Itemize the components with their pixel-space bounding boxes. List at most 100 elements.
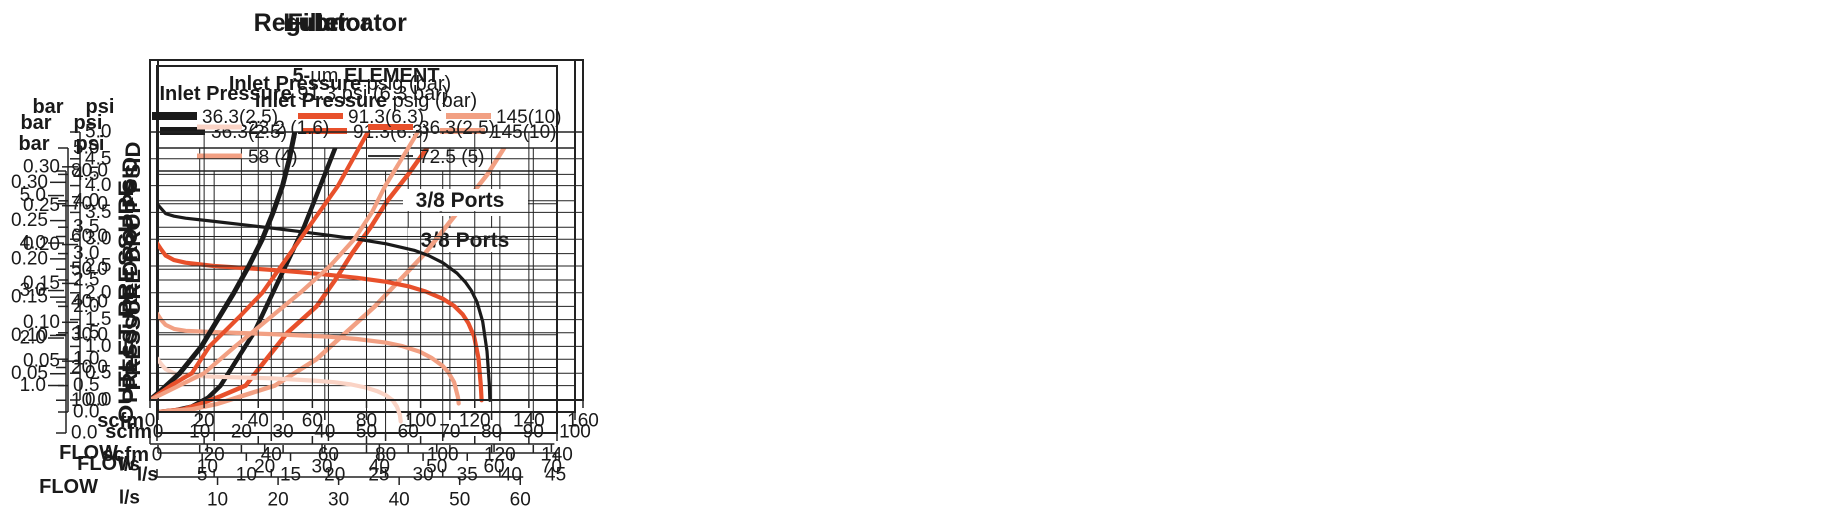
series-group: [157, 202, 492, 424]
regulator-chart: Regulator 3/8 Ports Inlet Pressure 91.3 ps…: [18, 9, 573, 511]
bar-tick-label: 1.0: [20, 375, 46, 396]
ls-tick-label: 10: [236, 465, 257, 486]
legend-entry-label: 36.3(2.5): [419, 118, 495, 139]
psi-tick-label: 0.5: [85, 363, 111, 384]
bar-tick-label: 0.20: [23, 234, 60, 255]
psi-tick-label: 4.0: [85, 175, 111, 196]
scfm-tick-label: 100: [427, 445, 459, 466]
ls-tick-label: 15: [280, 465, 301, 486]
ls-tick-label: 20: [324, 465, 345, 486]
series-curve-1: [150, 132, 370, 400]
legend-entry-label: 36.3(2.5): [202, 107, 278, 128]
ls-tick-label: 40: [369, 457, 390, 478]
scfm-tick-label: 40: [248, 411, 269, 432]
series-curve-3: [157, 356, 403, 424]
legend-entry-label: 145(10): [496, 107, 562, 128]
y-axis-title: PRESSURE DROP PSID: [122, 142, 145, 391]
ls-tick-label: 35: [457, 465, 478, 486]
ls-tick-label: 10: [197, 457, 218, 478]
ls-tick-label: 50: [426, 457, 447, 478]
legend-entry-label: 72.5 (5): [419, 147, 484, 168]
psi-tick-label: 3.5: [85, 202, 111, 223]
chart-title: Filter: [287, 9, 348, 37]
plot-outer-box: [156, 65, 558, 434]
psi-tick-label: 2.0: [85, 282, 111, 303]
bar-tick-label: 4.0: [20, 233, 46, 254]
scfm-tick-label: 120: [459, 411, 491, 432]
lubricator-chart-panel: Lubricator 3/8 Ports Inlet Pressure psig (…: [0, 0, 615, 521]
bar-unit-label: bar: [32, 96, 63, 118]
regulator-chart-panel: Regulator 3/8 Ports Inlet Pressure 91.3 ps…: [0, 0, 615, 521]
scfm-tick-label: 60: [302, 411, 323, 432]
bar-tick-label: 0.25: [11, 210, 48, 231]
bar-tick-label: 5.0: [20, 185, 46, 206]
scfm-tick-label: 40: [261, 445, 282, 466]
scfm-tick-label: 140: [513, 411, 545, 432]
grid: [157, 171, 557, 433]
psi-tick-label: 3.0: [85, 229, 111, 250]
bar-tick-label: 0.05: [11, 363, 48, 384]
psi-unit-label: psi: [74, 112, 103, 134]
ls-tick-label: 60: [510, 490, 531, 511]
chart-title: Lubricator: [283, 9, 407, 37]
scfm-tick-label: 80: [356, 411, 377, 432]
legend: Inlet Pressure psig (bar)36.3(2.5) 91.3(6…: [152, 73, 562, 128]
ls-tick-label: 30: [311, 457, 332, 478]
ls-tick-label: 30: [413, 465, 434, 486]
bar-tick-label: 0.15: [11, 287, 48, 308]
grid: [150, 132, 583, 400]
psi-tick-label: 2.5: [85, 256, 111, 277]
ls-tick-label: 70: [541, 457, 562, 478]
psi-tick-label: 5.0: [85, 122, 111, 143]
scfm-tick-label: 0: [152, 445, 163, 466]
bar-tick-label: 0.05: [23, 351, 60, 372]
y-axis-title: OUTLET PRESSURE: [115, 180, 138, 424]
legend-title-line: Inlet Pressure psig (bar): [255, 90, 477, 112]
bar-tick-label: 2.0: [20, 328, 46, 349]
legend: Inlet Pressure 91.3 psi (6.3 bar) 23.2 (1…: [159, 83, 495, 168]
ls-tick-label: 30: [328, 490, 349, 511]
psi-unit-label: psi: [76, 133, 105, 155]
scfm-unit-label: scfm: [102, 444, 149, 466]
psi-tick-label: 1.0: [85, 336, 111, 357]
ls-tick-label: 45: [545, 465, 566, 486]
lubricator-chart: Lubricator 3/8 Ports Inlet Pressure psig (…: [23, 9, 599, 478]
ls-tick-label: 40: [501, 465, 522, 486]
ls-tick-label: 20: [268, 490, 289, 511]
psi-tick-label: 1.5: [85, 309, 111, 330]
bar-tick-label: 0.30: [11, 172, 48, 193]
bar-tick-label: 3.0: [20, 280, 46, 301]
series-curve-0: [150, 132, 298, 400]
bar-unit-label: bar: [18, 133, 49, 155]
ports-annotation-box: [403, 189, 517, 211]
psi-tick-label: 4.5: [85, 148, 111, 169]
scfm-tick-label: 100: [405, 411, 437, 432]
ls-tick-label: 40: [389, 490, 410, 511]
ls-tick-label: 5: [197, 465, 208, 486]
psi-tick-label: 0.0: [85, 390, 111, 411]
legend-entry-label: 91.3(6.3): [348, 107, 424, 128]
ls-tick-label: 50: [449, 490, 470, 511]
bar-tick-label: 0.15: [23, 273, 60, 294]
flow-axis-label: FLOW: [39, 476, 98, 498]
scfm-tick-label: 160: [567, 411, 599, 432]
ls-tick-label: 60: [483, 457, 504, 478]
scfm-tick-label: 80: [375, 445, 396, 466]
series-curve-1: [157, 241, 484, 403]
ls-unit-label: l/s: [137, 465, 158, 486]
scfm-tick-label: 140: [541, 445, 573, 466]
series-curve-2: [150, 132, 420, 400]
chart-title: Regulator: [254, 9, 371, 37]
scfm-tick-label: 0: [145, 411, 156, 432]
ls-tick-label: 10: [207, 490, 228, 511]
psi-unit-label: psi: [86, 96, 115, 118]
legend-title-line: Inlet Pressure 91.3 psi (6.3 bar): [159, 83, 448, 105]
ports-annotation: 3/8 Ports: [416, 189, 505, 212]
scfm-tick-label: 20: [194, 411, 215, 432]
bar-unit-label: bar: [20, 112, 51, 134]
scfm-tick-label: 120: [484, 445, 516, 466]
ls-tick-label: 20: [254, 457, 275, 478]
